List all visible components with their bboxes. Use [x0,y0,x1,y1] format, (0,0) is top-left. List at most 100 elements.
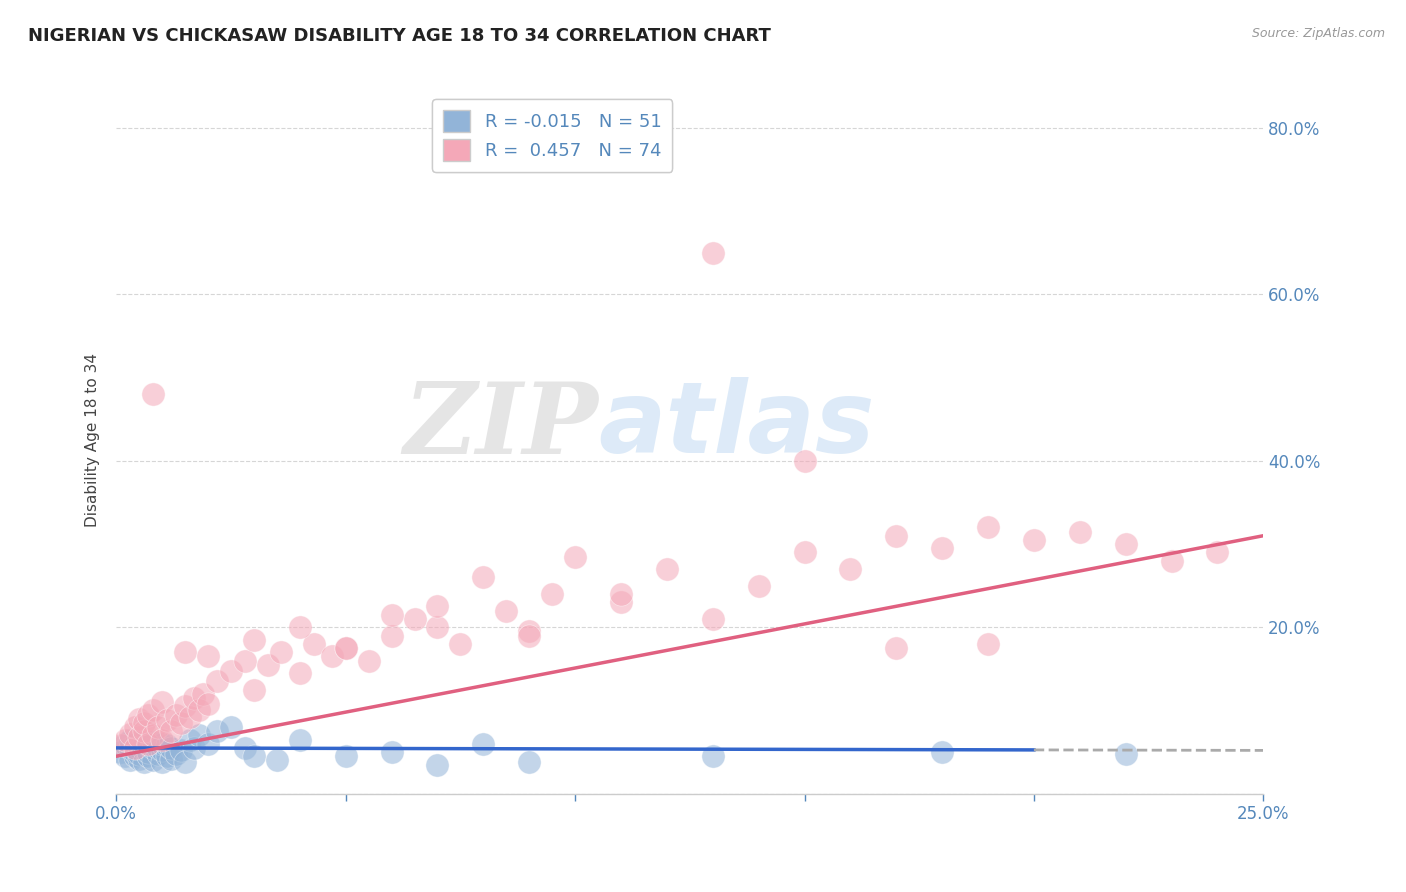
Point [256,657,278,672]
Point [138,737,160,751]
Point [197,649,219,664]
Point [380,629,402,643]
Point [426,599,449,614]
Point [219,720,242,734]
Point [495,604,517,618]
Point [124,740,146,755]
Point [335,641,357,656]
Point [517,629,540,643]
Point [243,682,266,697]
Point [132,715,155,730]
Point [702,749,724,764]
Point [335,749,357,764]
Point [169,743,191,757]
Point [150,755,173,769]
Point [243,749,266,764]
Point [702,612,724,626]
Point [288,732,311,747]
Point [426,620,449,634]
Point [179,732,201,747]
Point [380,745,402,759]
Point [118,727,141,741]
Point [266,753,288,767]
Point [156,739,179,753]
Point [655,562,678,576]
Point [793,545,815,559]
Point [219,664,242,678]
Point [150,737,173,751]
Y-axis label: Disability Age 18 to 34: Disability Age 18 to 34 [86,353,100,527]
Point [142,753,165,767]
Point [124,745,146,759]
Point [160,740,183,755]
Text: ZIP: ZIP [404,377,598,475]
Point [357,654,380,668]
Point [160,724,183,739]
Point [205,674,228,689]
Point [205,724,228,739]
Point [233,654,256,668]
Point [128,712,150,726]
Point [517,624,540,639]
Point [138,739,160,753]
Point [233,740,256,755]
Point [142,387,165,401]
Point [142,735,165,749]
Point [183,690,205,705]
Point [193,687,215,701]
Point [150,732,173,747]
Point [142,740,165,755]
Point [124,720,146,734]
Legend: R = -0.015   N = 51, R =  0.457   N = 74: R = -0.015 N = 51, R = 0.457 N = 74 [432,99,672,172]
Point [132,724,155,739]
Point [142,703,165,717]
Point [187,728,209,742]
Point [321,649,343,664]
Point [128,730,150,744]
Point [793,454,815,468]
Point [610,587,633,601]
Point [884,641,907,656]
Point [1022,533,1045,547]
Point [748,579,770,593]
Point [118,732,141,747]
Point [132,743,155,757]
Point [118,753,141,767]
Point [1206,545,1229,559]
Point [114,749,136,764]
Point [404,612,426,626]
Point [146,747,169,761]
Point [197,737,219,751]
Point [165,707,187,722]
Point [243,632,266,647]
Point [426,757,449,772]
Point [114,732,136,747]
Point [1115,747,1137,761]
Point [169,715,191,730]
Point [1160,554,1182,568]
Point [884,529,907,543]
Point [146,720,169,734]
Point [302,637,325,651]
Point [702,245,724,260]
Point [132,737,155,751]
Point [138,707,160,722]
Point [165,747,187,761]
Point [132,755,155,769]
Point [335,641,357,656]
Point [931,745,953,759]
Point [839,562,862,576]
Point [449,637,471,651]
Text: Source: ZipAtlas.com: Source: ZipAtlas.com [1251,27,1385,40]
Point [472,570,495,584]
Point [128,752,150,766]
Point [977,637,1000,651]
Point [138,745,160,759]
Point [179,710,201,724]
Point [270,645,292,659]
Point [1069,524,1091,539]
Point [610,595,633,609]
Point [146,740,169,755]
Point [174,699,197,714]
Point [288,620,311,634]
